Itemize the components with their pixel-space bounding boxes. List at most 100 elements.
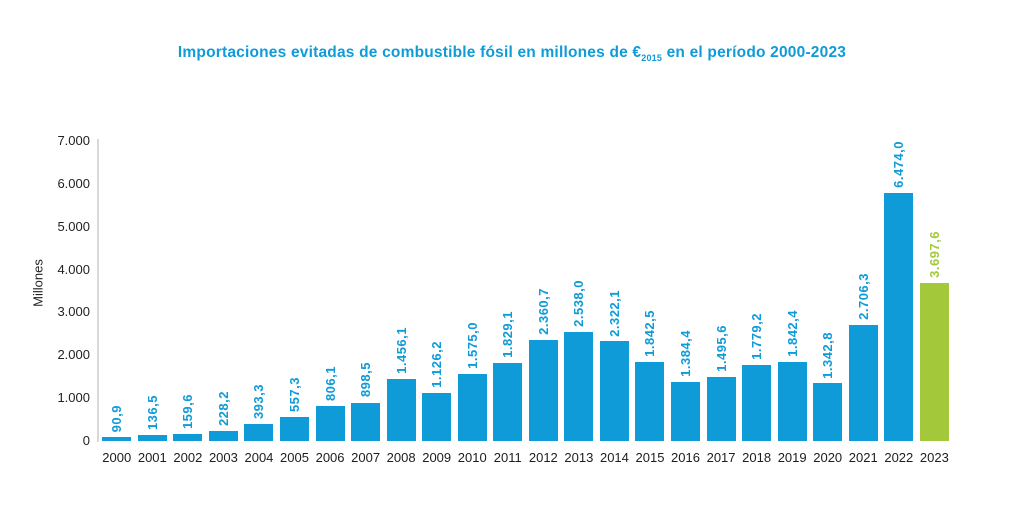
bar-2000: [102, 437, 132, 441]
bar-value-label: 898,5: [358, 362, 374, 398]
bar-value-label: 1.456,1: [393, 326, 409, 374]
bar-column-2016: 1.384,4 2016: [668, 141, 704, 465]
bar-2019: [777, 362, 807, 441]
bar-column-2001: 136,5 2001: [135, 141, 171, 465]
bar-column-2006: 806,1 2006: [312, 141, 348, 465]
bar-column-2021: 2.706,3 2021: [845, 141, 881, 465]
bar-column-2018: 1.779,2 2018: [739, 141, 775, 465]
bar-column-2003: 228,2 2003: [206, 141, 242, 465]
bar-column-2009: 1.126,2 2009: [419, 141, 455, 465]
y-axis-ticks: 7.000 6.000 5.000 4.000 3.000 2.000 1.000 0: [0, 133, 90, 448]
y-tick-label: 5.000: [57, 218, 90, 234]
y-tick-label: 6.000: [57, 175, 90, 191]
x-tick-label: 2007: [351, 450, 381, 465]
x-tick-label: 2023: [919, 450, 949, 465]
bar-2010: [457, 373, 487, 441]
bar-2016: [671, 381, 701, 441]
x-tick-label: 2003: [208, 450, 238, 465]
bar-value-label: 1.779,2: [749, 312, 765, 360]
bar-column-2022: 6.474,0 2022: [881, 141, 917, 465]
chart-title-suffix: en el período 2000-2023: [662, 44, 847, 61]
bar-column-2000: 90,9 2000: [99, 141, 135, 465]
bar-value-label: 2.322,1: [606, 289, 622, 337]
x-tick-label: 2017: [706, 450, 736, 465]
bar-2022: [884, 192, 914, 441]
y-tick-label: 2.000: [57, 347, 90, 363]
bar-value-label: 1.842,5: [642, 310, 658, 358]
bar-value-label: 1.342,8: [820, 331, 836, 379]
bar-2006: [315, 406, 345, 441]
bar-column-2004: 393,3 2004: [241, 141, 277, 465]
bar-2008: [386, 378, 416, 441]
bar-value-label: 90,9: [109, 404, 125, 433]
x-tick-label: 2005: [280, 450, 309, 465]
bar-2005: [280, 417, 309, 441]
bar-2013: [564, 332, 594, 441]
bar-2007: [351, 402, 381, 441]
bar-2021: [848, 325, 878, 441]
plot-area: 90,9 2000 136,5 2001 159,6 2002 228,2 2003 393,3…: [99, 141, 952, 465]
bar-value-label: 806,1: [322, 366, 338, 402]
x-tick-label: 2022: [884, 450, 914, 465]
x-tick-label: 2011: [493, 450, 522, 465]
x-tick-label: 2012: [528, 450, 558, 465]
x-tick-label: 2013: [564, 450, 594, 465]
bar-2003: [208, 431, 238, 441]
x-tick-label: 2009: [422, 450, 452, 465]
bar-column-2015: 1.842,5 2015: [632, 141, 668, 465]
chart-title-text: Importaciones evitadas de combustible fó…: [177, 44, 642, 61]
x-tick-label: 2019: [777, 450, 807, 465]
y-tick-label: 0: [82, 433, 90, 448]
bar-2020: [813, 383, 843, 441]
x-tick-label: 2015: [635, 450, 665, 465]
x-tick-label: 2010: [457, 450, 487, 465]
x-tick-label: 2002: [173, 450, 203, 465]
x-tick-label: 2008: [386, 450, 416, 465]
x-tick-label: 2001: [137, 450, 167, 465]
bar-value-label: 1.842,4: [784, 310, 800, 358]
bar-column-2020: 1.342,8 2020: [810, 141, 846, 465]
bar-value-label: 2.538,0: [571, 280, 587, 328]
x-tick-label: 2021: [848, 450, 878, 465]
bar-column-2005: 557,3 2005: [277, 141, 313, 465]
chart-title-subscript: 2015: [641, 53, 663, 63]
bar-2023: [919, 282, 949, 441]
bar-2014: [599, 341, 629, 441]
bar-value-label: 2.706,3: [855, 273, 871, 321]
bar-2017: [706, 376, 736, 441]
bar-value-label: 3.697,6: [926, 230, 942, 278]
y-axis-line: [97, 139, 99, 442]
bar-value-label: 1.575,0: [464, 321, 480, 369]
bar-2002: [173, 434, 203, 441]
y-tick-label: 1.000: [57, 390, 90, 406]
y-tick-label: 3.000: [57, 304, 90, 320]
chart-title: Importaciones evitadas de combustible fó…: [0, 44, 1024, 63]
bar-value-label: 2.360,7: [535, 287, 551, 335]
x-tick-label: 2004: [244, 450, 274, 465]
bar-value-label: 1.126,2: [429, 340, 445, 388]
x-tick-label: 2020: [813, 450, 843, 465]
y-tick-label: 4.000: [57, 261, 90, 277]
bar-column-2010: 1.575,0 2010: [454, 141, 490, 465]
bar-2015: [635, 362, 665, 441]
x-tick-label: 2006: [315, 450, 345, 465]
bar-value-label: 1.829,1: [500, 310, 516, 358]
bar-2004: [244, 424, 274, 441]
bar-column-2008: 1.456,1 2008: [383, 141, 419, 465]
x-tick-label: 2018: [742, 450, 772, 465]
x-tick-label: 2014: [599, 450, 629, 465]
bar-column-2017: 1.495,6 2017: [703, 141, 739, 465]
bar-value-label: 393,3: [251, 384, 267, 420]
x-tick-label: 2000: [102, 450, 132, 465]
bar-column-2013: 2.538,0 2013: [561, 141, 597, 465]
bar-value-label: 1.495,6: [713, 325, 729, 372]
bar-column-2007: 898,5 2007: [348, 141, 384, 465]
bar-value-label: 1.384,4: [678, 329, 694, 377]
bar-2001: [137, 435, 167, 441]
bar-value-label: 136,5: [144, 395, 160, 431]
y-tick-label: 7.000: [57, 133, 90, 148]
bar-2009: [422, 392, 452, 441]
x-tick-label: 2016: [671, 450, 700, 465]
bar-value-label: 228,2: [215, 391, 231, 427]
